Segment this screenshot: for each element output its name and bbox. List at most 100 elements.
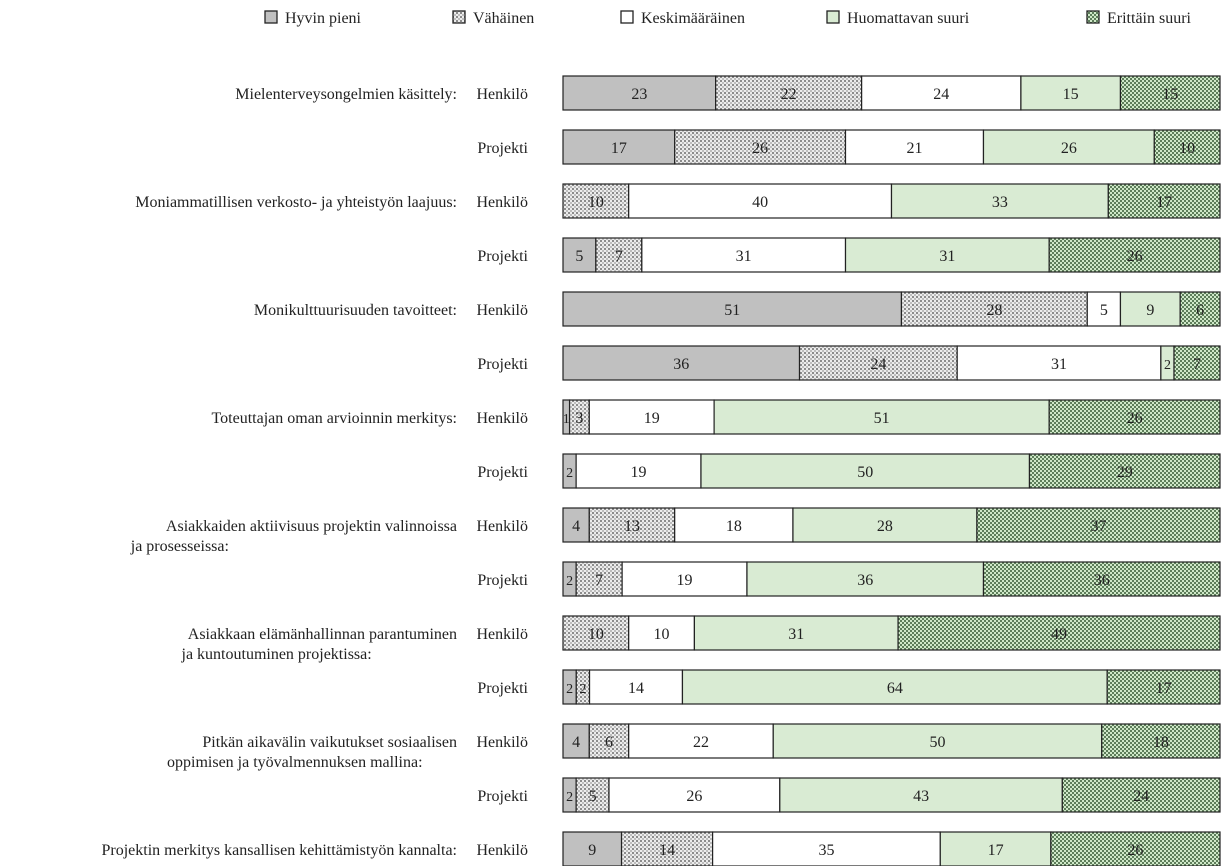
bar-value-label: 7 xyxy=(615,248,623,265)
legend-swatch xyxy=(264,10,278,24)
bar-value-label: 36 xyxy=(857,572,873,589)
category-label: Toteuttajan oman arvioinnin merkitys: xyxy=(212,410,458,427)
bar-value-label: 28 xyxy=(877,518,893,535)
bar-segment xyxy=(562,831,623,866)
row-label: Projekti xyxy=(477,464,528,481)
bar-value-label: 64 xyxy=(887,680,903,697)
bar-value-label: 17 xyxy=(988,842,1004,859)
bar-value-label: 22 xyxy=(693,734,709,751)
bar-value-label: 24 xyxy=(870,356,886,373)
bar-segment xyxy=(562,75,717,111)
bar-value-label: 26 xyxy=(1061,140,1077,157)
bar-value-label: 31 xyxy=(736,248,752,265)
bar-value-label: 43 xyxy=(913,788,929,805)
bar-value-label: 51 xyxy=(874,410,890,427)
row-label: Henkilö xyxy=(476,842,528,859)
bar-value-label: 2 xyxy=(579,682,586,697)
bar-segment xyxy=(772,723,1103,759)
legend-swatch xyxy=(620,10,634,24)
bar-value-label: 2 xyxy=(566,574,573,589)
bar-value-label: 29 xyxy=(1117,464,1133,481)
bar-segment xyxy=(1173,345,1221,381)
bar-value-label: 21 xyxy=(906,140,922,157)
bar-segment xyxy=(588,723,630,759)
category-label: ja kuntoutuminen projektissa: xyxy=(181,646,372,663)
bar-segment xyxy=(674,129,847,165)
bar-value-label: 17 xyxy=(1156,194,1172,211)
category-label: ja prosesseissa: xyxy=(130,538,229,555)
bar-segment xyxy=(674,507,794,543)
bar-value-label: 19 xyxy=(644,410,660,427)
bar-segment xyxy=(641,237,847,273)
legend-swatch xyxy=(452,10,466,24)
bar-value-label: 35 xyxy=(818,842,834,859)
bar-value-label: 18 xyxy=(726,518,742,535)
bar-segment xyxy=(939,831,1052,866)
bar-value-label: 24 xyxy=(1133,788,1149,805)
bar-segment xyxy=(562,723,590,759)
bar-segment xyxy=(575,561,623,597)
bar-segment xyxy=(628,723,774,759)
row-label: Projekti xyxy=(477,572,528,589)
bar-value-label: 4 xyxy=(572,518,580,535)
bar-value-label: 13 xyxy=(624,518,640,535)
bar-value-label: 31 xyxy=(939,248,955,265)
bar-value-label: 19 xyxy=(677,572,693,589)
bar-value-label: 36 xyxy=(1094,572,1110,589)
bar-value-label: 4 xyxy=(572,734,580,751)
bar-segment xyxy=(900,291,1088,327)
bar-value-label: 15 xyxy=(1063,86,1079,103)
bar-value-label: 3 xyxy=(575,410,583,427)
bar-segment xyxy=(897,615,1221,651)
bar-value-label: 17 xyxy=(611,140,627,157)
bar-value-label: 50 xyxy=(929,734,945,751)
bar-segment xyxy=(890,183,1109,219)
bar-segment xyxy=(792,507,978,543)
bar-segment xyxy=(681,669,1108,705)
row-label: Henkilö xyxy=(476,194,528,211)
bar-value-label: 31 xyxy=(788,626,804,643)
legend-label: Keskimääräinen xyxy=(641,10,745,27)
bar-value-label: 40 xyxy=(752,194,768,211)
bar-value-label: 6 xyxy=(1196,302,1204,319)
category-label: Moniammatillisen verkosto- ja yhteistyön… xyxy=(135,194,457,211)
category-label: Monikulttuurisuuden tavoitteet: xyxy=(254,302,457,319)
bar-segment xyxy=(779,777,1063,813)
bar-segment xyxy=(1153,129,1221,165)
bar-value-label: 10 xyxy=(1179,140,1195,157)
legend-label: Erittäin suuri xyxy=(1107,10,1192,27)
bar-value-label: 26 xyxy=(1127,842,1143,859)
bar-segment xyxy=(1101,723,1221,759)
bar-value-label: 2 xyxy=(1164,358,1171,373)
category-label: Asiakkaiden aktiivisuus projektin valinn… xyxy=(166,518,457,535)
legend-swatch xyxy=(1086,10,1100,24)
bar-segment xyxy=(628,183,893,219)
bar-segment xyxy=(1119,291,1181,327)
bar-segment xyxy=(1061,777,1221,813)
legend-label: Huomattavan suuri xyxy=(847,10,970,27)
bar-value-label: 5 xyxy=(589,788,597,805)
bar-segment xyxy=(713,399,1050,435)
bar-value-label: 17 xyxy=(1156,680,1172,697)
bar-segment xyxy=(1106,669,1221,705)
bar-segment xyxy=(1086,291,1122,327)
legend-swatch xyxy=(826,10,840,24)
bar-value-label: 24 xyxy=(933,86,949,103)
bar-value-label: 49 xyxy=(1051,626,1067,643)
bar-segment xyxy=(982,561,1221,597)
bar-value-label: 23 xyxy=(631,86,647,103)
bar-segment xyxy=(956,345,1162,381)
bar-segment xyxy=(715,75,863,111)
bar-value-label: 22 xyxy=(781,86,797,103)
bar-segment xyxy=(562,291,903,327)
bar-segment xyxy=(1107,183,1221,219)
bar-segment xyxy=(693,615,899,651)
category-label: Asiakkaan elämänhallinnan parantuminen xyxy=(188,626,457,643)
bar-value-label: 9 xyxy=(588,842,596,859)
category-label: Pitkän aikavälin vaikutukset sosiaalisen xyxy=(202,734,457,751)
bar-segment xyxy=(982,129,1155,165)
category-labels: Mielenterveysongelmien käsittely: Henkilö… xyxy=(102,86,529,859)
bar-segment xyxy=(621,561,748,597)
